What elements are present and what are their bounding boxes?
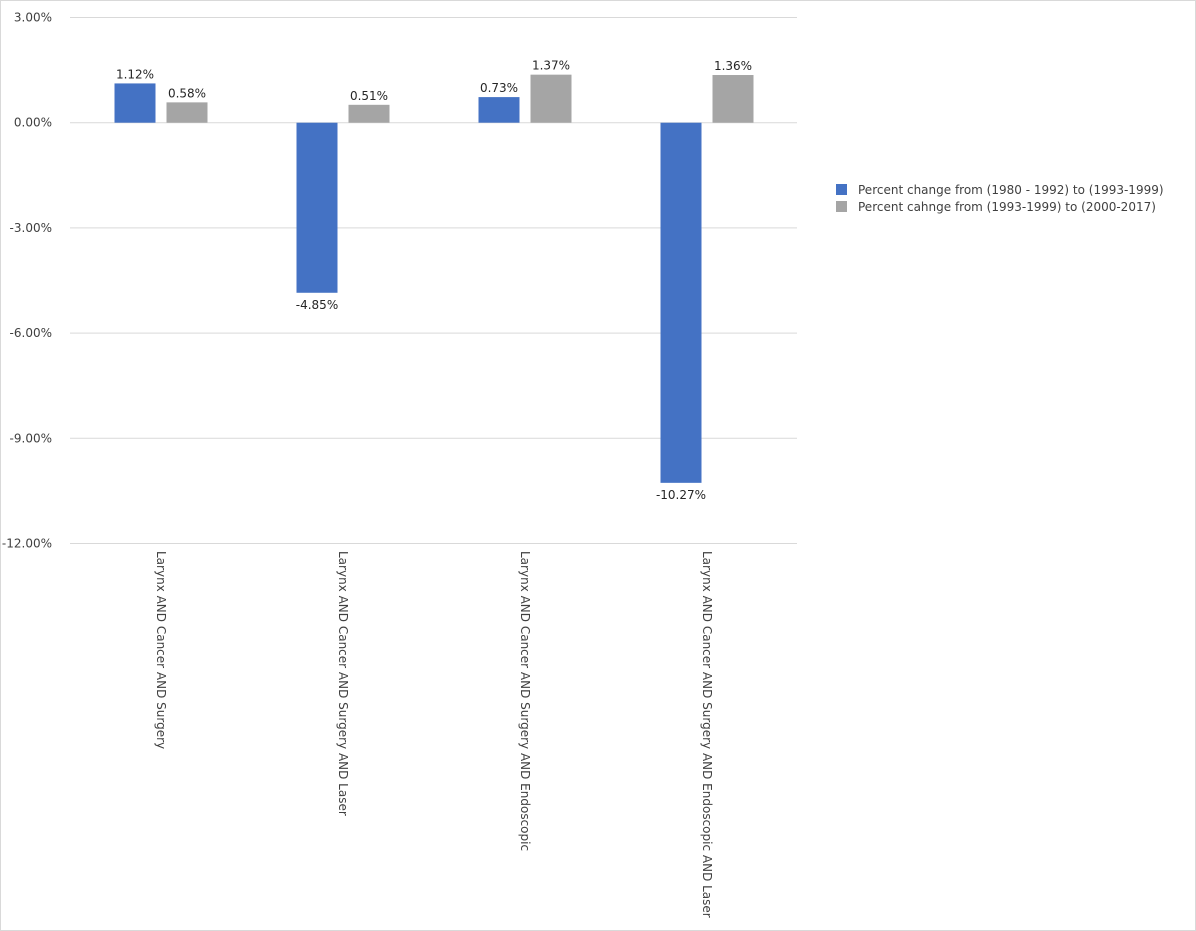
- bar-series-2-3: [530, 74, 572, 123]
- data-label: 1.37%: [532, 59, 570, 73]
- data-labels: 1.12% -4.85% 0.73% -10.27% 0.58% 0.51% 1.37% 1.…: [116, 59, 752, 502]
- bar-series-1-1: [114, 83, 156, 123]
- y-axis-tick-labels: 3.00% 0.00% -3.00% -6.00% -9.00% -12.00%: [2, 11, 52, 551]
- legend-label: Percent change from (1980 - 1992) to (19…: [858, 183, 1164, 197]
- bar-series-2-1: [166, 102, 208, 123]
- bar-series-2-2: [348, 104, 390, 123]
- bar-series-2-4: [712, 75, 754, 123]
- category-label: Larynx AND Cancer AND Surgery AND Endosc…: [518, 551, 532, 851]
- y-tick-label: -9.00%: [10, 431, 52, 445]
- y-tick-label: -12.00%: [2, 537, 52, 551]
- legend-swatch: [836, 201, 847, 212]
- y-tick-label: -6.00%: [10, 326, 52, 340]
- y-tick-label: -3.00%: [10, 221, 52, 235]
- category-label: Larynx AND Cancer AND Surgery AND Laser: [336, 551, 350, 816]
- bar-series-1-2: [296, 122, 338, 293]
- y-tick-label: 0.00%: [14, 116, 52, 130]
- data-label: 0.51%: [350, 89, 388, 103]
- data-label: 1.12%: [116, 67, 154, 81]
- category-labels: Larynx AND Cancer AND Surgery Larynx AND …: [154, 551, 714, 918]
- legend: Percent change from (1980 - 1992) to (19…: [836, 183, 1164, 214]
- data-label: 0.58%: [168, 86, 206, 100]
- legend-swatch: [836, 184, 847, 195]
- y-tick-label: 3.00%: [14, 11, 52, 25]
- bar-series-1-3: [478, 97, 520, 123]
- data-label: -10.27%: [656, 488, 706, 502]
- legend-label: Percent cahnge from (1993-1999) to (2000…: [858, 200, 1156, 214]
- bars: [114, 74, 754, 483]
- category-label: Larynx AND Cancer AND Surgery: [154, 551, 168, 749]
- data-label: 1.36%: [714, 59, 752, 73]
- category-label: Larynx AND Cancer AND Surgery AND Endosc…: [700, 551, 714, 918]
- data-label: 0.73%: [480, 81, 518, 95]
- data-label: -4.85%: [296, 298, 338, 312]
- bar-series-1-4: [660, 122, 702, 483]
